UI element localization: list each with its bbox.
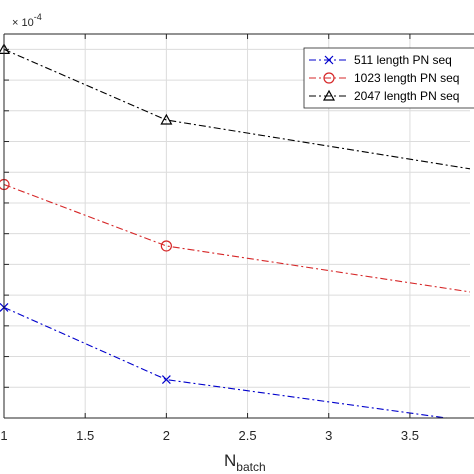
series-line-1: [4, 306, 451, 418]
x-axis-label-main: N: [224, 451, 236, 470]
legend-label-1: 511 length PN seq: [354, 53, 452, 67]
x-axis-label-subscript: batch: [236, 460, 265, 474]
marker-stroke: [324, 55, 334, 65]
data-point-series-3: [160, 113, 173, 125]
legend-label-3: 2047 length PN seq: [354, 89, 459, 103]
series-line-3: [4, 48, 470, 170]
legend-marker-3: [322, 89, 336, 101]
marker-stroke: [161, 375, 171, 385]
y-exponent-label: × 10-4: [12, 12, 42, 29]
y-exponent-base: × 10: [12, 17, 34, 29]
legend-label-2: 1023 length PN seq: [354, 71, 459, 85]
tick-labels: 1 1.5 2 2.5 3 3.5: [0, 428, 419, 443]
legend: 511 length PN seq 1023 length PN seq 2047 …: [303, 47, 474, 109]
series-line-2: [4, 184, 470, 293]
legend-marker-1: [324, 55, 334, 65]
data-point-series-2: [160, 240, 172, 252]
data-point-series-1: [161, 375, 171, 385]
x-tick-label: 3.5: [401, 428, 419, 443]
axes: [3, 33, 474, 419]
x-tick-label: 2.5: [239, 428, 257, 443]
series-group: [4, 48, 470, 418]
x-tick-label: 2: [163, 428, 170, 443]
x-axis-label: Nbatch: [224, 451, 266, 474]
x-tick-label: 3: [325, 428, 332, 443]
y-exponent-power: -4: [34, 12, 42, 22]
x-tick-label: 1.5: [76, 428, 94, 443]
legend-marker-2: [323, 72, 335, 84]
x-tick-label: 1: [0, 428, 7, 443]
